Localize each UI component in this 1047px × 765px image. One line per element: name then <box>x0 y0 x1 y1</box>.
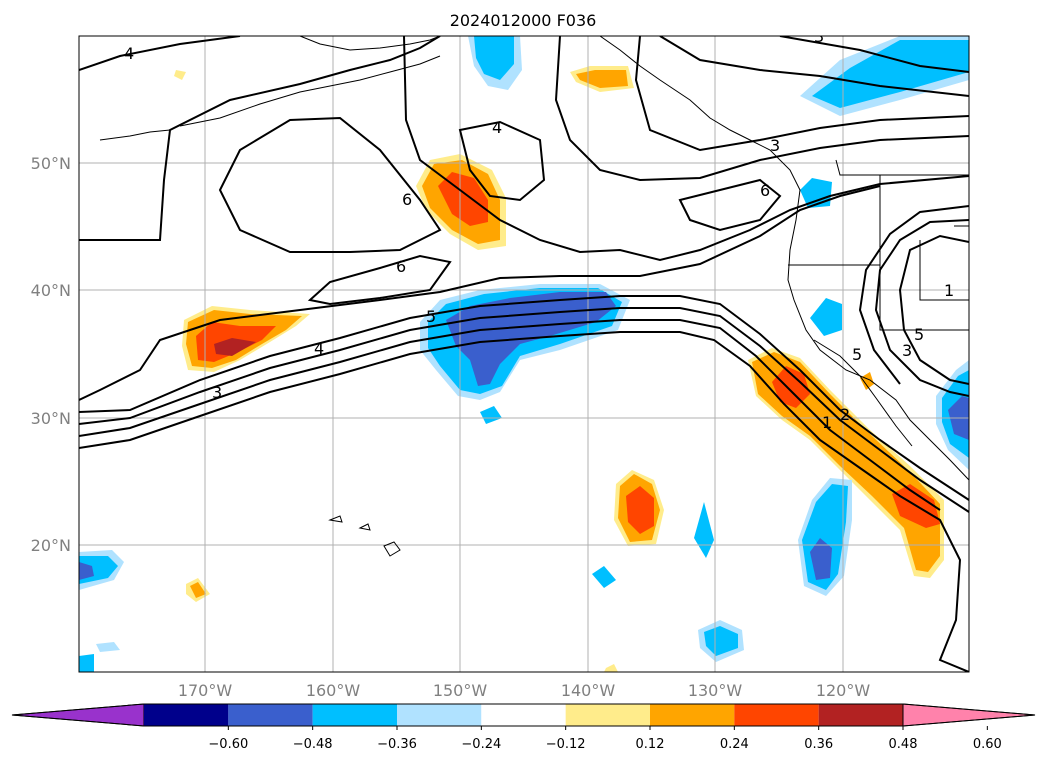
contour-label: 5 <box>914 325 924 344</box>
colorbar-tick-label: −0.12 <box>546 737 586 752</box>
contour-label: 3 <box>902 341 912 360</box>
shaded-field <box>79 36 969 672</box>
lon-label: 140°W <box>561 681 616 700</box>
colorbar-tick-label: −0.24 <box>461 737 501 752</box>
contour-label: 6 <box>760 181 770 200</box>
colorbar-tick-label: −0.48 <box>293 737 333 752</box>
contour-label: 3 <box>212 383 222 402</box>
contour-label: 5 <box>852 345 862 364</box>
lon-label: 150°W <box>433 681 488 700</box>
contour-label: 1 <box>944 281 954 300</box>
colorbar-tick-label: −0.60 <box>208 737 248 752</box>
graticule <box>79 36 969 672</box>
lat-label: 20°N <box>31 536 71 555</box>
contours <box>79 36 969 672</box>
colorbar-extend-high <box>902 703 1036 727</box>
colorbar-swatch <box>144 704 229 726</box>
contour-label: 2 <box>840 405 850 424</box>
colorbar-tick-label: 0.48 <box>889 737 918 752</box>
contour-label: 4 <box>314 339 324 358</box>
contour-label: 3 <box>770 136 780 155</box>
contour-label: 4 <box>124 44 134 63</box>
colorbar-swatch <box>650 704 735 726</box>
colorbar-swatch <box>734 704 819 726</box>
colorbar-tick-label: 0.36 <box>804 737 833 752</box>
contour-label: 1 <box>822 413 832 432</box>
longitude-labels: 170°W 160°W 150°W 140°W 130°W 120°W <box>178 681 871 700</box>
colorbar-tick-label: 0.12 <box>636 737 665 752</box>
colorbar-swatch <box>818 704 903 726</box>
colorbar-swatch <box>481 704 566 726</box>
colorbar: −0.60 −0.48 −0.36 −0.24 −0.12 0.12 0.24 0.36 0.4… <box>11 703 1036 752</box>
map-area: 4 4 6 6 3 6 5 4 3 1 2 5 3 5 1 3 <box>79 27 969 672</box>
map-title: 2024012000 F036 <box>450 11 597 30</box>
lat-label: 30°N <box>31 409 71 428</box>
colorbar-tick-label: 0.24 <box>720 737 749 752</box>
lon-label: 170°W <box>178 681 233 700</box>
contour-labels: 4 4 6 6 3 6 5 4 3 1 2 5 3 5 1 3 <box>124 27 954 432</box>
colorbar-frame <box>11 703 1036 727</box>
lon-label: 130°W <box>688 681 743 700</box>
contour-label: 5 <box>426 307 436 326</box>
lat-label: 40°N <box>31 281 71 300</box>
colorbar-swatch <box>397 704 482 726</box>
contour-label: 3 <box>814 27 824 46</box>
colorbar-extend-low <box>11 703 145 727</box>
colorbar-swatch <box>312 704 397 726</box>
map-frame <box>78 35 970 673</box>
colorbar-tick-label: 0.60 <box>973 737 1002 752</box>
contour-label: 6 <box>402 190 412 209</box>
lon-label: 160°W <box>306 681 361 700</box>
contour-label: 4 <box>492 118 502 137</box>
colorbar-swatch <box>565 704 650 726</box>
latitude-labels: 50°N 40°N 30°N 20°N <box>31 154 71 555</box>
lat-label: 50°N <box>31 154 71 173</box>
contour-label: 6 <box>396 257 406 276</box>
colorbar-tick-label: −0.36 <box>377 737 417 752</box>
coastlines <box>99 36 969 557</box>
colorbar-swatch <box>228 704 313 726</box>
lon-label: 120°W <box>816 681 871 700</box>
